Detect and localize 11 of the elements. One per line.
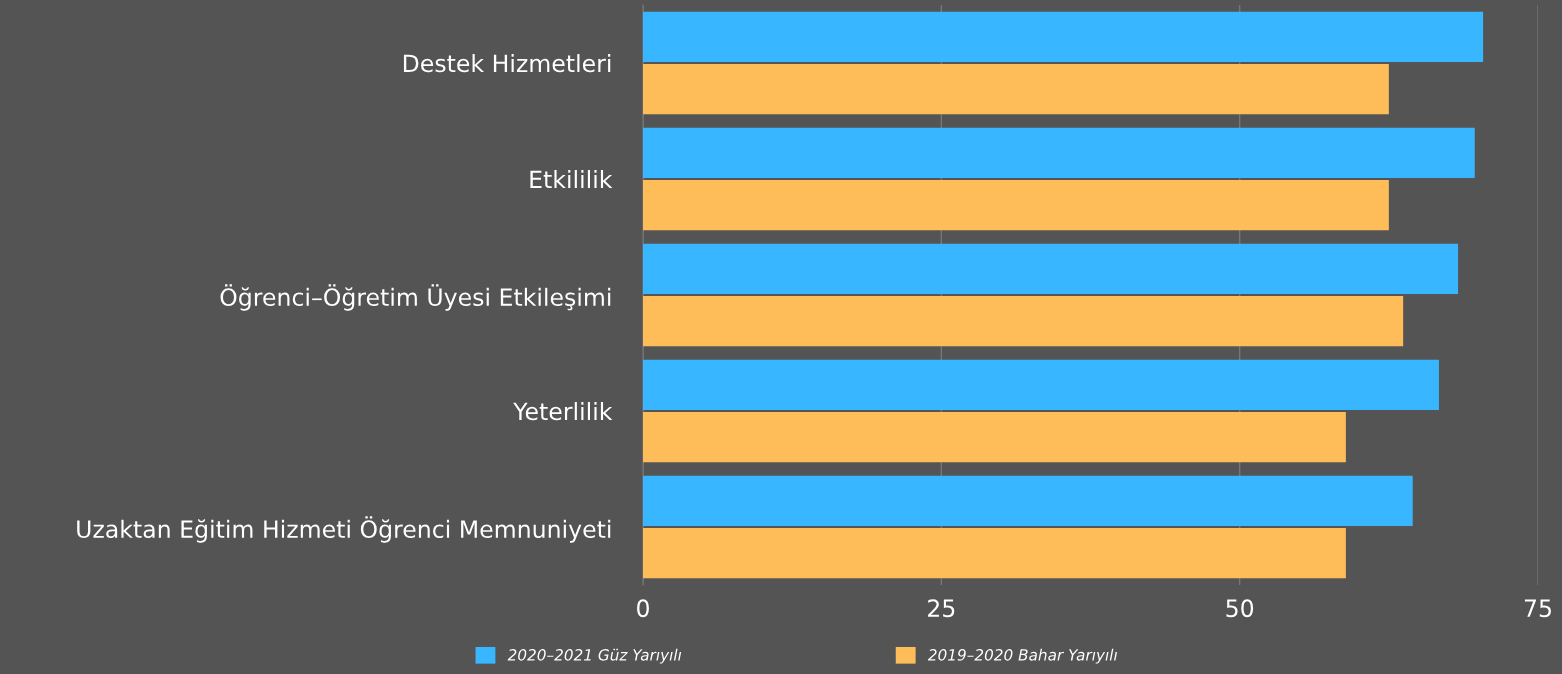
y-tick-label: Uzaktan Eğitim Hizmeti Öğrenci Memnuniyeti [77,516,611,543]
y-tick-label: Destek Hizmetleri [403,54,611,73]
x-tick-label: 75 [1524,599,1551,618]
x-tick-label: 25 [928,599,955,618]
legend-label: 2019–2020 Bahar Yarıyılı [927,648,1118,664]
x-tick-label: 0 [637,599,649,618]
y-tick-label: Yeterlilik [513,402,613,421]
y-tick-label: Öğrenci–Öğretim Üyesi Etkileşimi [220,284,611,311]
legend-label: 2020–2021 Güz Yarıyılı [507,648,682,664]
y-tick-label: Etkililik [530,170,613,188]
x-tick-label: 50 [1226,599,1254,618]
